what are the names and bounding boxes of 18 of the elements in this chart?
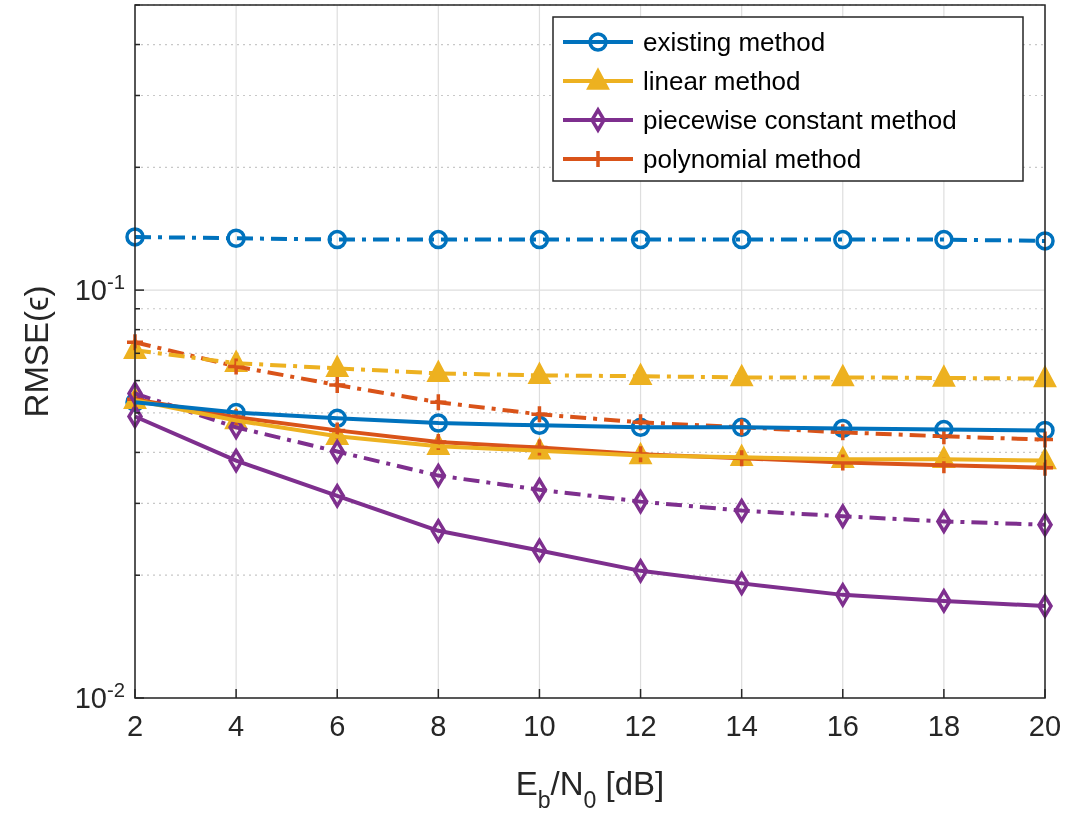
x-tick-label: 12 — [624, 710, 657, 742]
x-tick-label: 14 — [725, 710, 758, 742]
x-tick-label: 18 — [927, 710, 961, 742]
x-tick-label: 20 — [1028, 710, 1062, 742]
x-tick-label: 8 — [430, 710, 447, 742]
x-axis-title: E$_{b}$/N$_{0}$ [dB] — [515, 765, 665, 813]
legend-label: linear method — [643, 66, 801, 96]
y-tick-label: 10$^{-2}$ — [74, 679, 125, 714]
y-tick-label: 10$^{-1}$ — [74, 271, 125, 307]
legend-label: polynomial method — [643, 144, 862, 174]
x-tick-label: 16 — [826, 710, 859, 742]
x-tick-label: 2 — [126, 710, 144, 742]
x-tick-label: 4 — [228, 710, 245, 742]
legend-label: piecewise constant method — [643, 105, 957, 135]
y-axis-title: RMSE(ϵ) — [18, 285, 55, 418]
legend-label: existing method — [643, 27, 826, 57]
x-tick-label: 6 — [329, 710, 346, 742]
x-tick-label: 10 — [523, 710, 556, 742]
